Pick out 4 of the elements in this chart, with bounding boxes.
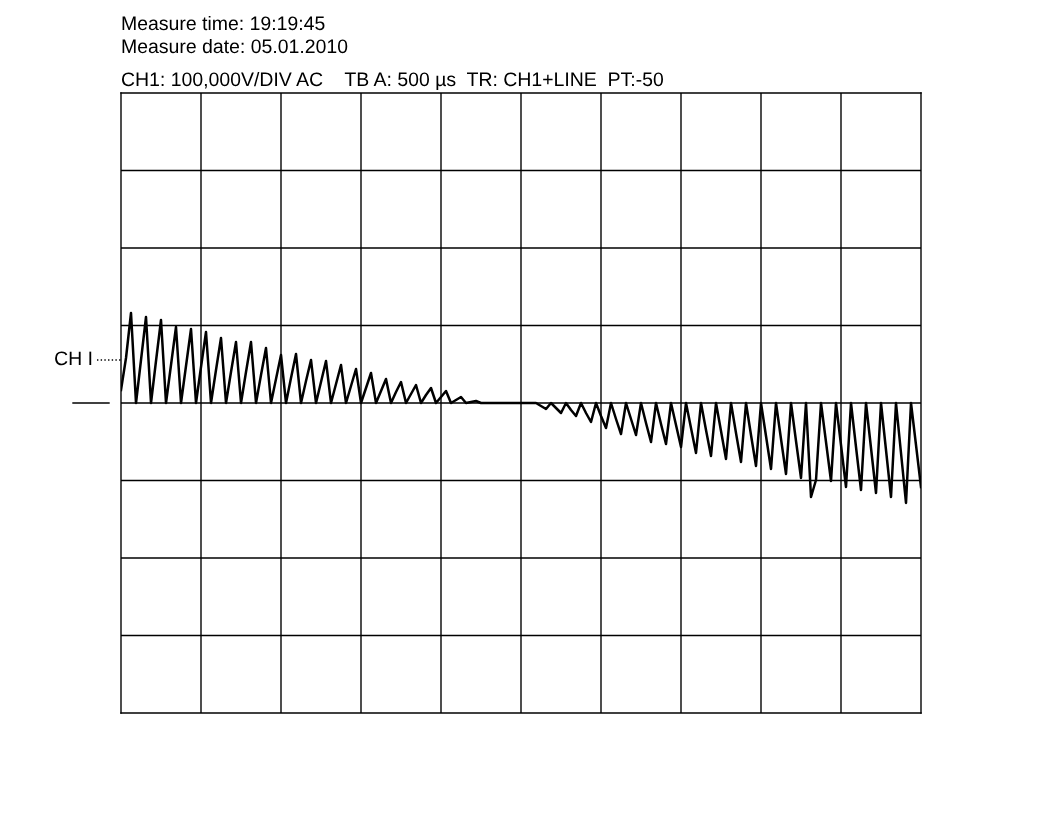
chart-title: Measure time: 19:19:45	[122, 15, 325, 31]
ref-line-label: CH I	[55, 351, 92, 366]
text: CH1: 100,000V/DIV AC TB A: 500 µs TR: CH1+LINE PT:-50	[121, 71, 664, 91]
chart-subtitle: Measure date: 05.01.2010	[122, 38, 348, 54]
